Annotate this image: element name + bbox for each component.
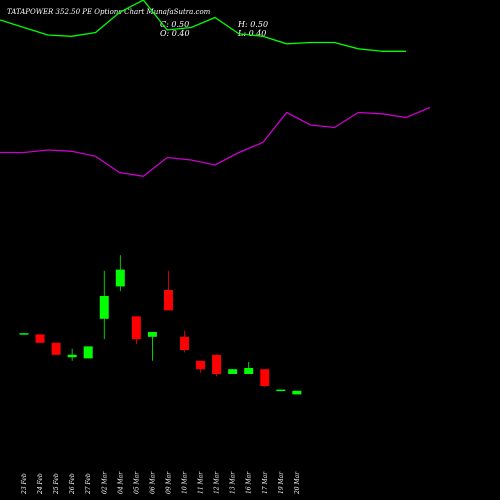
- date-tick-label: 13 Mar: [230, 471, 237, 494]
- date-tick-label: 27 Feb: [85, 473, 92, 495]
- date-tick-label: 25 Feb: [53, 473, 60, 495]
- candle-body: [131, 316, 141, 340]
- ohlc-high-value: 0.50: [250, 20, 269, 29]
- candle-body: [115, 269, 125, 287]
- candle-body: [147, 332, 157, 337]
- candle-body: [180, 336, 189, 350]
- date-tick-label: 19 Mar: [278, 471, 285, 494]
- date-tick-label: 12 Mar: [214, 471, 221, 494]
- date-tick-label: 23 Feb: [21, 473, 28, 495]
- date-tick-label: 09 Mar: [165, 471, 172, 494]
- green-indicator-line: [0, 0, 407, 52]
- date-tick-label: 26 Feb: [69, 473, 76, 495]
- candle-body: [228, 369, 238, 374]
- date-tick-label: 10 Mar: [182, 471, 189, 494]
- ohlc-close: C: 0.50: [160, 20, 190, 29]
- date-tick-label: 02 Mar: [101, 471, 108, 494]
- candle-body: [19, 333, 29, 335]
- date-tick-label: 11 Mar: [198, 471, 205, 494]
- date-tick-label: 04 Mar: [117, 471, 124, 494]
- date-tick-label: 16 Mar: [246, 471, 253, 494]
- candle-body: [260, 369, 270, 386]
- ohlc-low-value: 0.40: [248, 29, 267, 38]
- ohlc-close-value: 0.50: [171, 20, 190, 29]
- candle-body: [196, 360, 206, 370]
- candle-body: [51, 342, 61, 355]
- candle-body: [292, 390, 302, 395]
- ohlc-open-value: 0.40: [171, 29, 190, 38]
- magenta-indicator-line: [0, 106, 431, 177]
- date-tick-label: 20 Mar: [294, 471, 301, 495]
- candle-body: [99, 296, 109, 319]
- date-tick-label: 06 Mar: [149, 471, 156, 494]
- date-tick-label: 17 Mar: [262, 471, 269, 494]
- date-tick-label: 24 Feb: [37, 473, 44, 495]
- date-tick-label: 05 Mar: [133, 471, 140, 494]
- chart-title: TATAPOWER 352.50 PE Options Chart Munafa…: [7, 8, 211, 16]
- ohlc-high: H: 0.50: [238, 20, 269, 29]
- candle-body: [35, 334, 45, 343]
- candle-body: [276, 389, 286, 392]
- ohlc-open: O: 0.40: [160, 29, 190, 38]
- candle-body: [83, 346, 93, 359]
- candle-body: [163, 290, 173, 311]
- candle-body: [244, 368, 254, 374]
- candle-body: [67, 354, 77, 358]
- candle-body: [212, 354, 222, 374]
